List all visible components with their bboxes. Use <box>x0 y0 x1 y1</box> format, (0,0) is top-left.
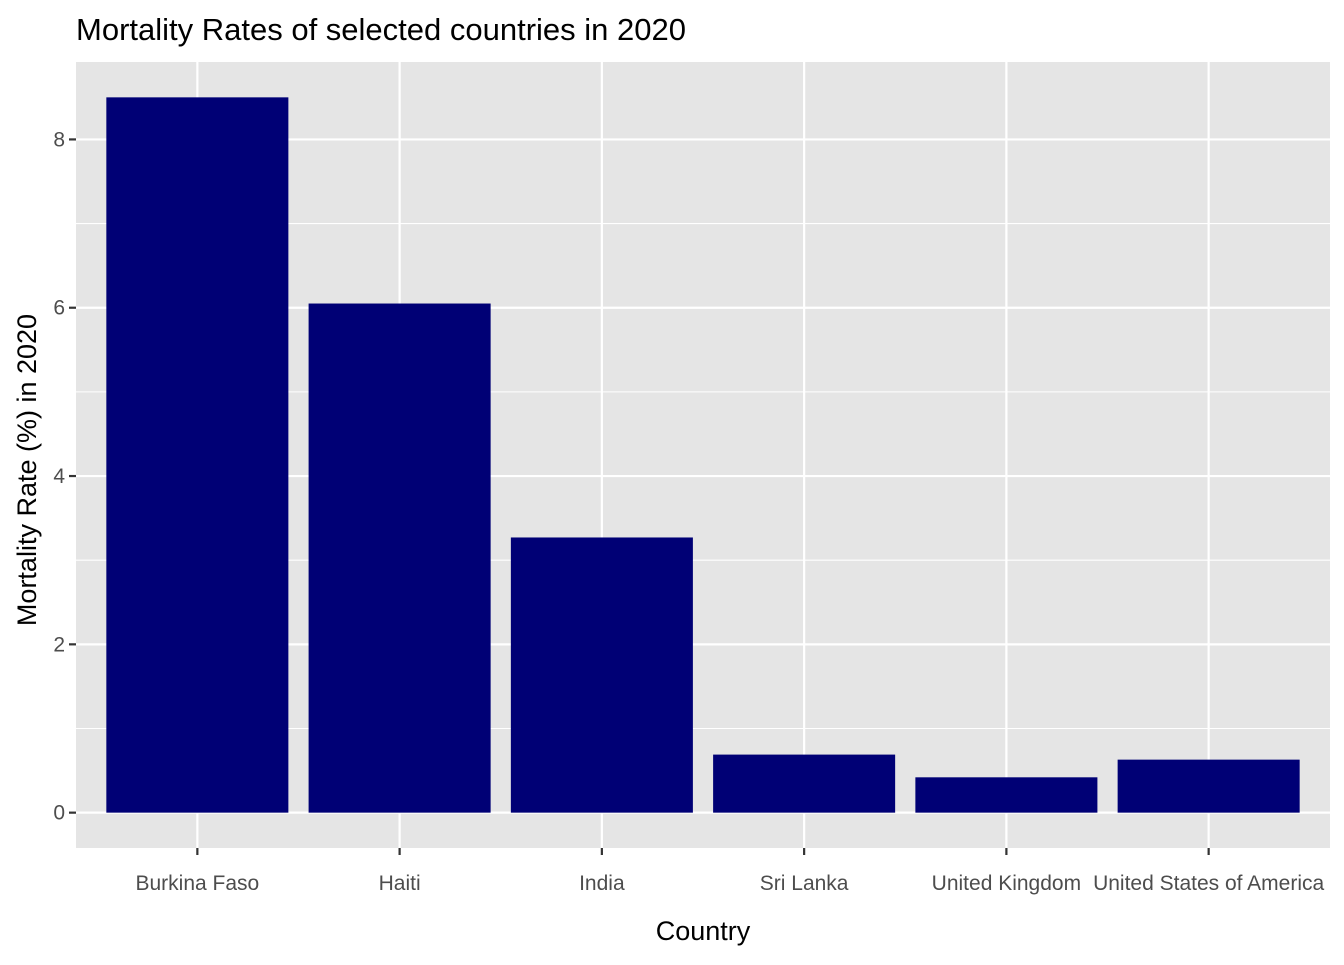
bar-united-kingdom <box>915 777 1098 813</box>
y-tick-label: 4 <box>53 465 65 488</box>
bar-haiti <box>308 303 491 813</box>
x-axis: Burkina Faso Haiti India Sri Lanka United Ki… <box>135 848 1325 895</box>
y-tick-label: 8 <box>53 128 65 151</box>
chart-title: Mortality Rates of selected countries in… <box>76 12 686 47</box>
x-axis-title: Country <box>656 916 751 946</box>
x-tick-label: United States of America <box>1093 872 1324 895</box>
y-axis: 0 2 4 6 8 <box>53 128 76 825</box>
y-tick-label: 6 <box>53 297 65 320</box>
bar-united-states-of-america <box>1117 759 1300 813</box>
bar-burkina-faso <box>106 97 289 813</box>
x-tick-label: Burkina Faso <box>135 872 259 895</box>
x-tick-label: Haiti <box>379 872 421 895</box>
x-tick-label: United Kingdom <box>932 872 1081 895</box>
y-axis-title: Mortality Rate (%) in 2020 <box>12 314 42 626</box>
x-tick-label: Sri Lanka <box>760 872 849 895</box>
bars-group <box>106 97 1300 813</box>
bar-india <box>510 537 693 813</box>
y-tick-label: 2 <box>53 633 65 656</box>
bar-sri-lanka <box>713 754 896 813</box>
y-tick-label: 0 <box>53 802 65 825</box>
x-tick-label: India <box>579 872 625 895</box>
